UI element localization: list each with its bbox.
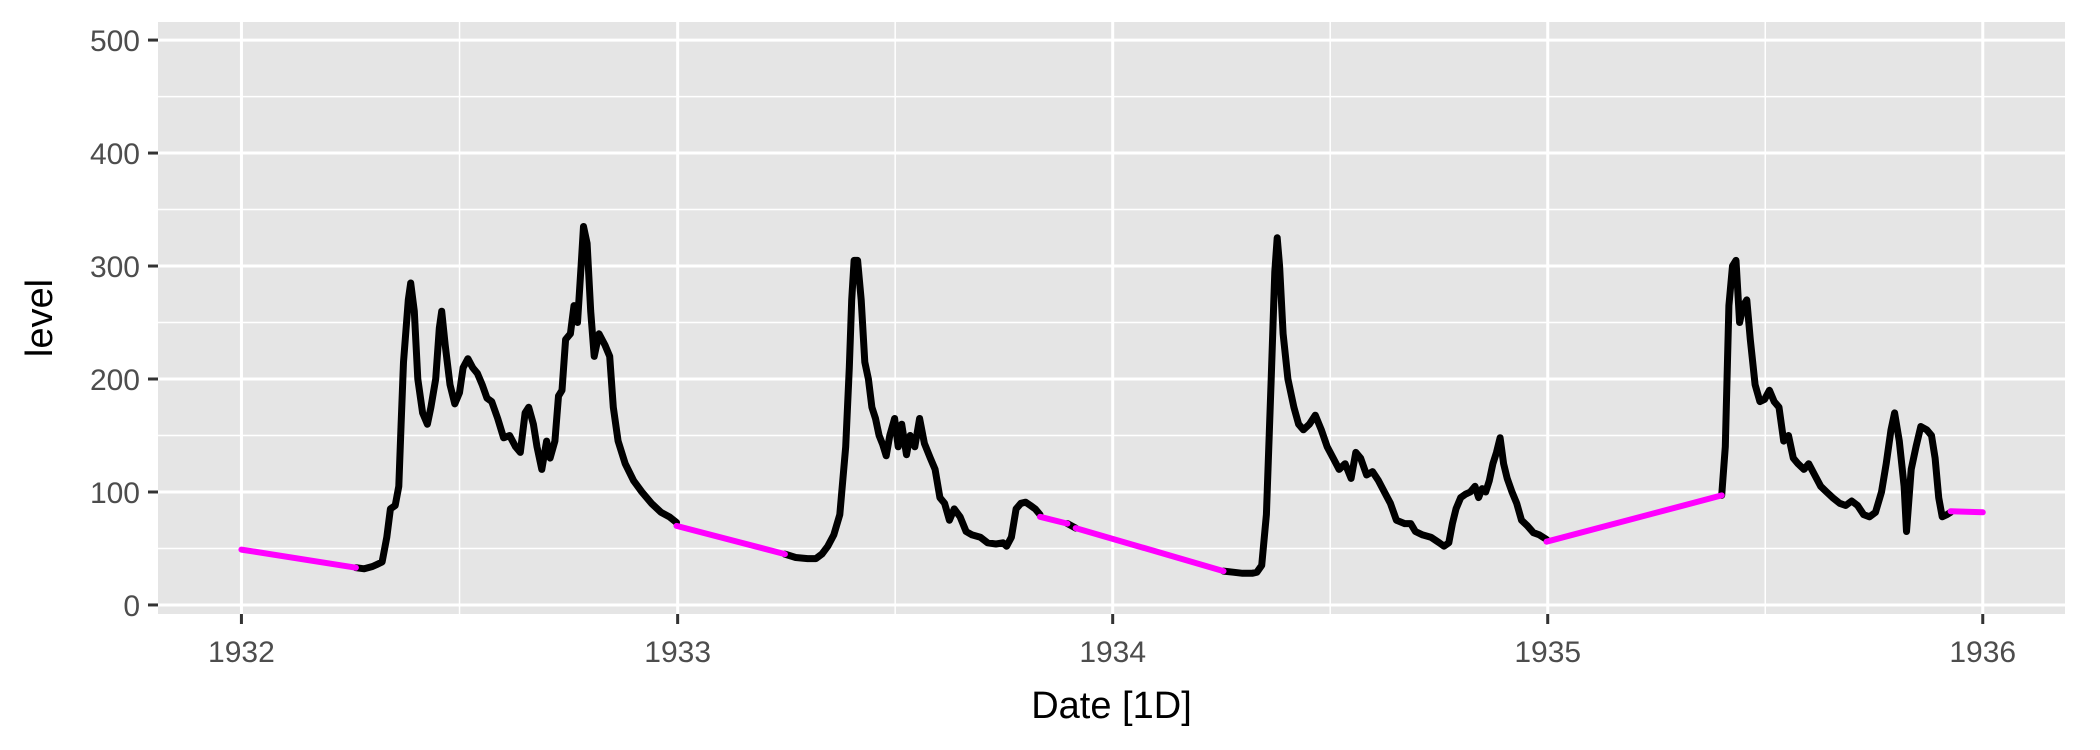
interpolated-series-line-5 bbox=[1947, 508, 1986, 516]
observed-series-line-1 bbox=[781, 256, 1044, 563]
x-tick-label: 1934 bbox=[1079, 636, 1146, 669]
y-tick-label: 0 bbox=[123, 590, 140, 623]
interpolated-series-line-3 bbox=[1072, 525, 1227, 575]
interpolated-series-line-0 bbox=[238, 546, 359, 571]
interpolated-series-line-1 bbox=[673, 522, 788, 558]
y-tick-label: 100 bbox=[90, 477, 140, 510]
y-tick-label: 300 bbox=[90, 251, 140, 284]
x-tick-label: 1933 bbox=[644, 636, 711, 669]
series-group bbox=[238, 223, 1986, 577]
y-tick-label: 500 bbox=[90, 25, 140, 58]
interpolated-series-line-4 bbox=[1543, 492, 1725, 545]
interpolated-series-line-2 bbox=[1037, 513, 1071, 527]
y-tick-label: 200 bbox=[90, 364, 140, 397]
observed-series-line-4 bbox=[1718, 256, 1955, 535]
y-tick-label: 400 bbox=[90, 138, 140, 171]
observed-series-line-3 bbox=[1220, 234, 1550, 577]
observed-series-line-0 bbox=[352, 223, 680, 573]
x-tick-label: 1936 bbox=[1949, 636, 2016, 669]
x-tick-labels: 1932 1933 1934 1935 1936 bbox=[208, 636, 2016, 669]
y-axis-title: level bbox=[19, 279, 61, 357]
y-tick-labels: 0 100 200 300 400 500 bbox=[90, 25, 140, 623]
x-tick-label: 1935 bbox=[1514, 636, 1581, 669]
x-axis-title: Date [1D] bbox=[1031, 685, 1192, 727]
x-tick-label: 1932 bbox=[208, 636, 275, 669]
